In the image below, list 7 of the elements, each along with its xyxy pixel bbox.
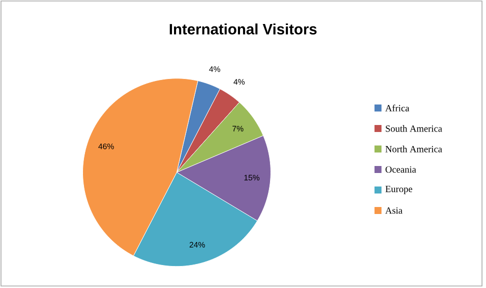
legend-label: North America: [385, 146, 442, 152]
legend-label: Africa: [385, 104, 410, 112]
legend-label: Asia: [385, 207, 402, 214]
chart-title: International Visitors: [170, 24, 317, 34]
legend-label: Europe: [385, 186, 412, 194]
legend-label: Oceania: [386, 166, 416, 173]
legend-label: South America: [386, 125, 442, 132]
